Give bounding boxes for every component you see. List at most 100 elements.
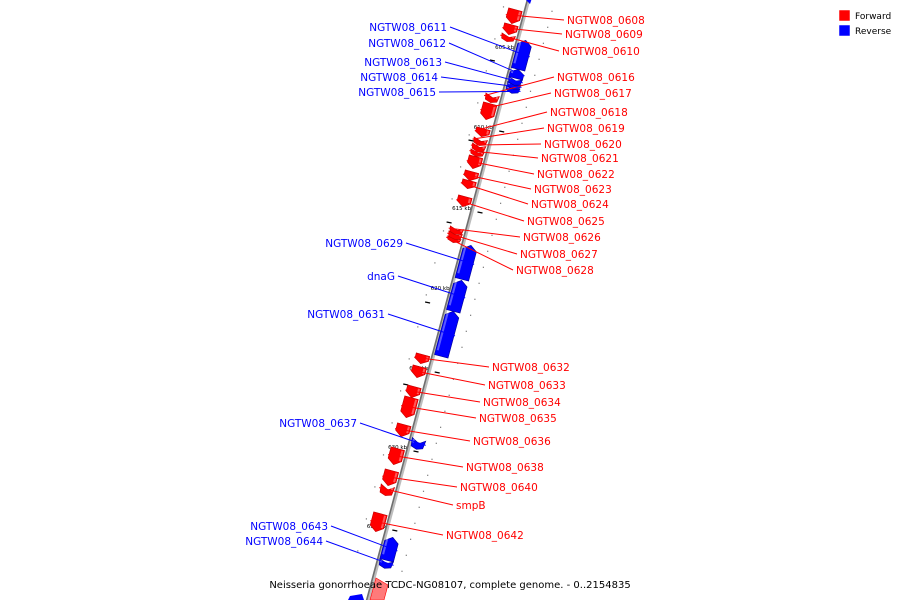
gene-ngtw08-0625-arrow-shade	[469, 199, 470, 204]
axis-dot	[357, 550, 358, 551]
gene-ngtw08-0643-label: NGTW08_0643	[250, 521, 328, 533]
axis-dot	[509, 171, 510, 172]
gene-ngtw08-0644-label: NGTW08_0644	[245, 536, 323, 548]
axis-dot	[434, 262, 435, 263]
axis-dot	[466, 331, 467, 332]
axis-dot	[500, 203, 501, 204]
gene-ngtw08-0613-label: NGTW08_0613	[364, 57, 442, 69]
axis-dot	[431, 459, 432, 460]
gene-ngtw08-0608-label: NGTW08_0608	[567, 15, 645, 27]
axis-dot	[436, 443, 437, 444]
gene-smpb-label: smpB	[456, 500, 486, 512]
axis-dot	[521, 123, 522, 124]
gene-ngtw08-0627-leader	[447, 233, 517, 254]
gene-ngtw08-0611-label: NGTW08_0611	[369, 22, 447, 34]
axis-dot	[551, 11, 552, 12]
gene-ngtw08-0620-label: NGTW08_0620	[544, 139, 622, 151]
axis-dot	[409, 358, 410, 359]
axis-dot	[449, 395, 450, 396]
tick-mark-1	[499, 131, 504, 132]
axis-dash-1	[469, 140, 474, 141]
axis-dot	[539, 59, 540, 60]
gene-ngtw08-0634-label: NGTW08_0634	[483, 397, 561, 409]
axis-dot	[366, 518, 367, 519]
axis-dot	[452, 198, 453, 199]
gene-ngtw08-0614-label: NGTW08_0614	[360, 72, 438, 84]
gene-ngtw08-0627-label: NGTW08_0627	[520, 249, 598, 261]
gene-dnag-label: dnaG	[367, 271, 395, 283]
gene-smpb-leader	[379, 488, 453, 505]
axis-dot	[401, 571, 402, 572]
axis-dot	[443, 230, 444, 231]
axis-dot	[526, 107, 527, 108]
gene-ngtw08-0621-label: NGTW08_0621	[541, 153, 619, 165]
gene-ngtw08-0610-label: NGTW08_0610	[562, 46, 640, 58]
gene-ngtw08-0625-label: NGTW08_0625	[527, 216, 605, 228]
axis-dot	[479, 283, 480, 284]
axis-dot	[414, 523, 415, 524]
axis-dot	[410, 539, 411, 540]
gene-ngtw08-0615-label: NGTW08_0615	[358, 87, 436, 99]
axis-dot	[491, 235, 492, 236]
gene-ngtw08-0628-label: NGTW08_0628	[516, 265, 594, 277]
axis-dot	[406, 555, 407, 556]
gene-ngtw08-0618-label: NGTW08_0618	[550, 107, 628, 119]
gene-ngtw08-0637-label: NGTW08_0637	[279, 418, 357, 430]
caption: Neisseria gonorrhoeae TCDC-NG08107, comp…	[269, 580, 630, 591]
gene-ngtw08-0622-label: NGTW08_0622	[537, 169, 615, 181]
gene-ngtw08-0618-arrow-shade	[487, 131, 488, 135]
axis-dot	[483, 267, 484, 268]
gene-ngtw08-0632-label: NGTW08_0632	[492, 362, 570, 374]
gene-ngtw08-0616-leader	[484, 77, 554, 96]
axis-dot	[392, 422, 393, 423]
axis-dot	[374, 486, 375, 487]
axis-dash-3	[425, 302, 430, 303]
axis-dot	[504, 187, 505, 188]
gene-ngtw08-0615-leader	[439, 91, 521, 92]
tick-mark-5	[414, 451, 419, 452]
axis-dot	[477, 102, 478, 103]
axis-dot	[517, 139, 518, 140]
axis-dot	[417, 326, 418, 327]
tick-mark-4	[435, 372, 440, 373]
axis-dot	[400, 390, 401, 391]
axis-dot	[440, 427, 441, 428]
gene-ngtw08-0633-leader	[411, 370, 485, 385]
gene-ngtw08-0624-arrow-shade	[473, 183, 474, 187]
gene-ngtw08-0631-label: NGTW08_0631	[307, 309, 385, 321]
gene-ngtw08-0626-label: NGTW08_0626	[523, 232, 601, 244]
gene-ngtw08-0616-label: NGTW08_0616	[557, 72, 635, 84]
axis-dot	[461, 347, 462, 348]
axis-dot	[474, 299, 475, 300]
axis-dot	[444, 411, 445, 412]
axis-dot	[496, 219, 497, 220]
gene-ngtw08-0642-label: NGTW08_0642	[446, 530, 524, 542]
axis-dot	[470, 315, 471, 316]
gene-ngtw08-0617-label: NGTW08_0617	[554, 88, 632, 100]
gene-ngtw08-0636-label: NGTW08_0636	[473, 436, 551, 448]
legend-swatch-forward	[839, 10, 850, 21]
axis-dot	[503, 6, 504, 7]
axis-dot	[547, 27, 548, 28]
gene-ngtw08-0635-label: NGTW08_0635	[479, 413, 557, 425]
axis-dot	[494, 38, 495, 39]
axis-dot	[486, 70, 487, 71]
tick-mark-2	[478, 212, 483, 213]
gene-ngtw08-0633-label: NGTW08_0633	[488, 380, 566, 392]
axis-dot	[427, 475, 428, 476]
gene-ngtw08-0638-label: NGTW08_0638	[466, 462, 544, 474]
legend-label-reverse: Reverse	[855, 27, 892, 37]
axis-dot	[423, 491, 424, 492]
axis-dot	[469, 134, 470, 135]
gene-labels: NGTW08_0608NGTW08_0609NGTW08_0610NGTW08_…	[245, 15, 645, 548]
gene-ngtw08-0623-label: NGTW08_0623	[534, 184, 612, 196]
gene-ngtw08-0619-label: NGTW08_0619	[547, 123, 625, 135]
axis-dot	[543, 43, 544, 44]
axis-dot	[530, 91, 531, 92]
gene-ngtw08-0624-label: NGTW08_0624	[531, 199, 609, 211]
gene-ngtw08-0634-arrow-shade	[418, 389, 419, 394]
axis-dot	[487, 251, 488, 252]
axis-dot	[383, 454, 384, 455]
